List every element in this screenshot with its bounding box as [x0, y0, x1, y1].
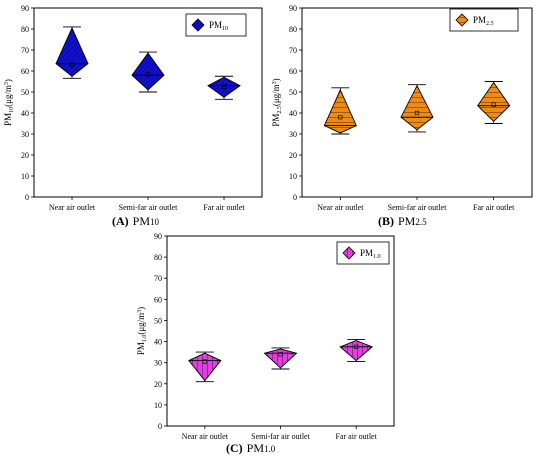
y-tick-label: 20	[154, 380, 162, 389]
y-tick-label: 60	[289, 67, 297, 76]
x-tick-label: Semi-far air outlet	[119, 203, 178, 212]
y-tick-label: 50	[289, 88, 297, 97]
x-tick-label: Far air outlet	[203, 203, 245, 212]
diamond-box	[339, 340, 374, 362]
panel-b-pm25: 0 10 20 30 40 50 60 70 80 90 PM2.5(μg/m3) PM2.5 (…	[271, 4, 533, 228]
mean-marker	[491, 102, 496, 107]
legend-box	[185, 13, 247, 37]
legend: PM1.0	[336, 241, 390, 265]
y-tick-label: 10	[21, 172, 29, 181]
mean-marker	[202, 359, 207, 364]
x-tick-label: Far air outlet	[336, 432, 378, 441]
panel-caption: (C) PM1.0	[226, 441, 276, 455]
y-tick-label: 0	[25, 193, 29, 202]
legend-box	[449, 8, 519, 32]
y-tick-label: 30	[289, 130, 297, 139]
legend: PM2.5	[449, 8, 519, 32]
panel-a-pm10: 0 10 20 30 40 50 60 70 80 90 PM10(μg/m3) PM10 (A)…	[3, 4, 263, 228]
y-tick-label: 80	[289, 25, 297, 34]
mean-marker	[338, 115, 343, 120]
y-tick-label: 90	[289, 4, 297, 13]
legend-diamond-icon	[342, 246, 356, 260]
diamond-box	[323, 88, 357, 134]
y-tick-label: 20	[21, 151, 29, 160]
y-tick-label: 60	[21, 67, 29, 76]
diamond-box	[55, 26, 89, 77]
y-tick-label: 0	[158, 422, 162, 431]
y-tick-label: 40	[154, 338, 162, 347]
y-tick-label: 30	[21, 130, 29, 139]
y-tick-label: 10	[289, 172, 297, 181]
mean-marker	[414, 110, 420, 116]
mean-marker	[354, 344, 359, 349]
y-tick-label: 70	[21, 46, 29, 55]
x-tick-label: Near air outlet	[49, 203, 96, 212]
y-tick-label: 0	[293, 193, 297, 202]
panel-caption: (B) PM2.5	[378, 214, 427, 228]
y-axis-label: PM2.5(μg/m3)	[271, 78, 283, 126]
mean-marker	[221, 84, 227, 89]
diamond-box	[207, 76, 241, 98]
y-axis-label: PM10(μg/m3)	[3, 79, 15, 126]
y-tick-label: 80	[21, 25, 29, 34]
y-tick-label: 30	[154, 359, 162, 368]
y-tick-label: 40	[289, 109, 297, 118]
legend-entry: PM10	[209, 20, 228, 32]
y-axis-label: PM1.0(μg/m3)	[136, 307, 148, 355]
diamond-box	[477, 81, 511, 123]
legend: PM10	[185, 13, 247, 37]
y-tick-label: 70	[289, 46, 297, 55]
diamond-box	[263, 348, 298, 369]
y-tick-label: 50	[154, 316, 162, 325]
mean-marker	[69, 62, 75, 67]
y-tick-label: 40	[21, 109, 29, 118]
y-tick-label: 80	[154, 253, 162, 262]
x-tick-label: Near air outlet	[182, 432, 229, 441]
x-tick-label: Semi-far air outlet	[251, 432, 310, 441]
y-tick-label: 70	[154, 274, 162, 283]
y-tick-label: 90	[154, 232, 162, 241]
diamond-box	[400, 84, 434, 131]
y-tick-label: 90	[21, 4, 29, 13]
panel-c-pm10: 0 10 20 30 40 50 60 70 80 90 PM1.0(μg/m3) PM1.0 (…	[136, 232, 395, 455]
legend-entry: PM2.5	[473, 15, 494, 27]
y-tick-label: 20	[289, 151, 297, 160]
y-tick-label: 60	[154, 295, 162, 304]
diamond-box	[131, 52, 165, 91]
y-tick-label: 50	[21, 88, 29, 97]
legend-entry: PM1.0	[360, 248, 381, 260]
legend-diamond-icon	[455, 13, 469, 27]
plot-frame	[166, 235, 395, 427]
legend-diamond-icon	[191, 18, 205, 32]
diamond-box	[188, 352, 222, 382]
mean-marker	[278, 352, 283, 357]
x-tick-label: Far air outlet	[473, 203, 515, 212]
panel-caption: (A) PM10	[112, 214, 160, 228]
x-tick-label: Semi-far air outlet	[388, 203, 447, 212]
y-tick-label: 10	[154, 401, 162, 410]
mean-marker	[145, 72, 151, 77]
x-tick-label: Near air outlet	[317, 203, 364, 212]
